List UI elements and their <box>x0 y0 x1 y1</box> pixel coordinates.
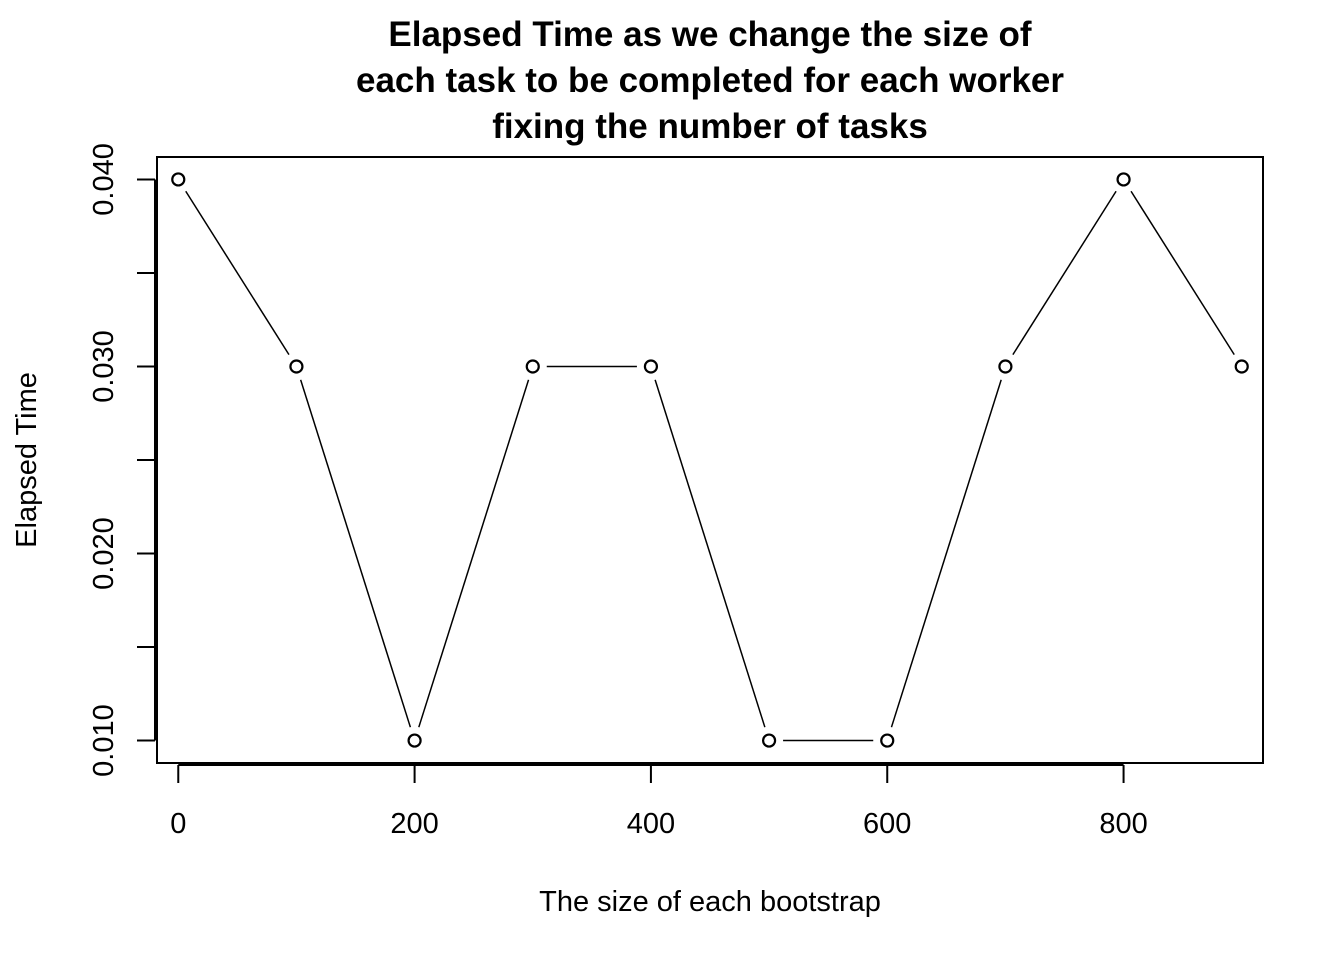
x-tick-label: 0 <box>170 808 186 840</box>
y-tick-label: 0.040 <box>88 143 120 216</box>
data-point <box>171 172 186 187</box>
y-tick-label: 0.020 <box>88 517 120 590</box>
y-axis: 0.010 0.020 0.030 0.040 <box>88 143 156 777</box>
data-point <box>998 359 1013 374</box>
chart-title-line: Elapsed Time as we change the size of <box>388 15 1032 54</box>
series-segment <box>299 379 412 728</box>
data-point <box>880 733 895 748</box>
y-tick-label: 0.010 <box>88 704 120 777</box>
data-point <box>1116 172 1131 187</box>
x-tick-label: 600 <box>863 808 911 840</box>
series-segment <box>1130 190 1235 356</box>
series-points <box>171 172 1249 748</box>
series-segment <box>654 379 766 728</box>
data-point <box>289 359 304 374</box>
chart-title: Elapsed Time as we change the size of eac… <box>356 15 1064 146</box>
series-segment <box>418 379 530 728</box>
data-point <box>1234 359 1249 374</box>
x-tick-label: 200 <box>390 808 438 840</box>
x-tick-label: 800 <box>1099 808 1147 840</box>
plot-frame <box>156 156 1264 764</box>
data-point <box>643 359 659 374</box>
series-segment <box>1012 190 1117 356</box>
chart-title-line: each task to be completed for each worke… <box>356 61 1064 100</box>
x-axis: 0 200 400 600 800 <box>170 764 1148 840</box>
data-point <box>407 733 422 748</box>
data-point <box>525 359 540 374</box>
x-axis-label: The size of each bootstrap <box>539 886 881 918</box>
series-segment <box>185 190 290 356</box>
y-axis-label: Elapsed Time <box>11 372 43 548</box>
data-point <box>761 733 777 748</box>
series-line <box>185 190 1235 742</box>
x-tick-label: 400 <box>627 808 675 840</box>
chart-title-line: fixing the number of tasks <box>492 107 928 146</box>
y-tick-label: 0.030 <box>88 330 120 403</box>
series-segment <box>890 379 1002 728</box>
